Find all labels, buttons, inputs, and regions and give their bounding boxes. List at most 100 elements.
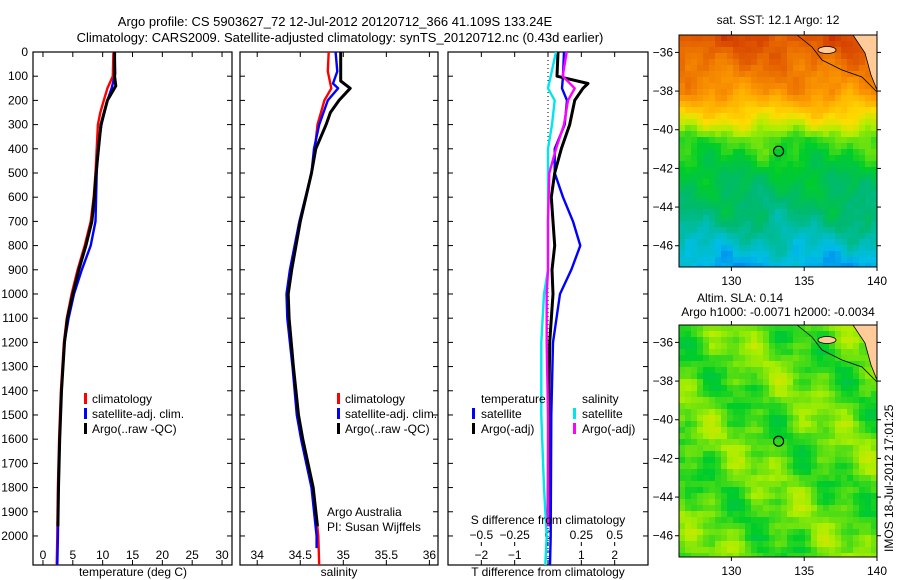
map-cell <box>859 137 865 143</box>
map-cell <box>793 547 799 553</box>
map-cell <box>703 41 709 47</box>
map-cell <box>745 457 751 463</box>
map-cell <box>829 385 835 391</box>
map-cell <box>805 233 811 239</box>
map-cell <box>871 409 877 415</box>
map-cell <box>781 397 787 403</box>
map-cell <box>739 149 745 155</box>
map-cell <box>697 529 703 535</box>
map-cell <box>847 131 853 137</box>
map-cell <box>769 155 775 161</box>
map-cell <box>733 113 739 119</box>
map-cell <box>715 475 721 481</box>
map-cell <box>721 41 727 47</box>
map-cell <box>775 325 781 331</box>
map-cell <box>751 155 757 161</box>
map-cell <box>769 185 775 191</box>
map-cell <box>697 475 703 481</box>
map-cell <box>727 469 733 475</box>
map-cell <box>811 59 817 65</box>
map-cell <box>691 427 697 433</box>
map-cell <box>745 517 751 523</box>
x-tick-label: 0 <box>40 548 47 562</box>
map-cell <box>763 493 769 499</box>
map-cell <box>679 355 685 361</box>
map-cell <box>841 529 847 535</box>
map-cell <box>709 227 715 233</box>
map-cell <box>703 403 709 409</box>
map-cell <box>793 421 799 427</box>
x-tick-label: 0 <box>545 548 552 562</box>
map-cell <box>733 361 739 367</box>
map-cell <box>763 391 769 397</box>
map-cell <box>805 433 811 439</box>
map-cell <box>799 355 805 361</box>
map-cell <box>805 325 811 331</box>
map-cell <box>685 367 691 373</box>
map-cell <box>817 361 823 367</box>
map-cell <box>871 203 877 209</box>
map-cell <box>709 445 715 451</box>
map-cell <box>871 541 877 547</box>
map-cell <box>703 101 709 107</box>
map-cell <box>727 185 733 191</box>
map-cell <box>679 185 685 191</box>
map-cell <box>805 427 811 433</box>
series-line-temperature-satellite <box>548 51 582 566</box>
map-cell <box>847 167 853 173</box>
map-cell <box>745 149 751 155</box>
map-cell <box>727 487 733 493</box>
map-cell <box>829 227 835 233</box>
map-cell <box>799 245 805 251</box>
map-cell <box>703 361 709 367</box>
map-cell <box>859 89 865 95</box>
map-cell <box>787 233 793 239</box>
map-cell <box>829 191 835 197</box>
map-cell <box>781 209 787 215</box>
map-cell <box>685 239 691 245</box>
map-cell <box>787 433 793 439</box>
map-cell <box>769 239 775 245</box>
map-cell <box>805 367 811 373</box>
map-cell <box>709 65 715 71</box>
map-cell <box>727 47 733 53</box>
map-cell <box>769 191 775 197</box>
map-cell <box>841 173 847 179</box>
map-cell <box>709 535 715 541</box>
map-cell <box>787 505 793 511</box>
map-cell <box>697 541 703 547</box>
map-cell <box>697 35 703 41</box>
map-cell <box>835 451 841 457</box>
map-cell <box>853 167 859 173</box>
map-cell <box>793 427 799 433</box>
map-cell <box>793 469 799 475</box>
map-cell <box>787 257 793 263</box>
map-cell <box>745 487 751 493</box>
map-cell <box>841 203 847 209</box>
map-cell <box>775 553 781 557</box>
map-cell <box>715 239 721 245</box>
map-cell <box>769 245 775 251</box>
title-line-1: Argo profile: CS 5903627_72 12-Jul-2012 … <box>118 14 553 29</box>
map-cell <box>865 385 871 391</box>
map-cell <box>817 137 823 143</box>
map-cell <box>763 529 769 535</box>
map-cell <box>727 325 733 331</box>
map-cell <box>835 239 841 245</box>
map-cell <box>739 535 745 541</box>
map-cell <box>829 239 835 245</box>
map-cell <box>763 167 769 173</box>
map-cell <box>697 185 703 191</box>
map-cell <box>775 221 781 227</box>
map-cell <box>745 119 751 125</box>
map-cell <box>811 517 817 523</box>
map-cell <box>811 41 817 47</box>
map-cell <box>685 517 691 523</box>
map-cell <box>799 167 805 173</box>
map-cell <box>715 53 721 59</box>
map-cell <box>841 155 847 161</box>
map-cell <box>685 523 691 529</box>
map-cell <box>703 227 709 233</box>
map-cell <box>793 481 799 487</box>
map-cell <box>739 131 745 137</box>
